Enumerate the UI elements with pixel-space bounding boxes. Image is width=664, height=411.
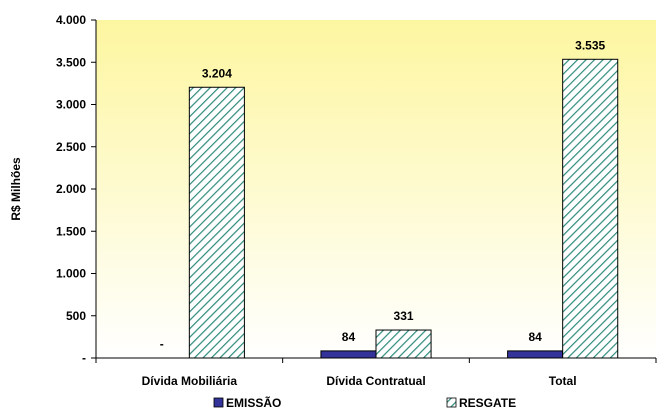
y-tick-label: 500	[66, 309, 86, 323]
data-label: 3.204	[202, 66, 232, 80]
data-labels-layer: - 3.204 84 331 84 3.535	[160, 38, 606, 351]
data-label: 84	[528, 330, 542, 344]
y-axis-ticks: - 500 1.000 1.500 2.000 2.500 3.000 3.500 4.000	[56, 13, 96, 365]
data-label: 331	[394, 309, 414, 323]
y-tick-label: 4.000	[56, 13, 86, 27]
x-tick-label: Dívida Contratual	[326, 374, 425, 388]
y-tick-label: -	[82, 351, 86, 365]
y-tick-label: 2.500	[56, 140, 86, 154]
bar-resgate	[562, 58, 619, 359]
x-tick-label: Dívida Mobiliária	[142, 374, 238, 388]
legend: EMISSÃO RESGATE	[213, 395, 516, 410]
y-tick-label: 1.500	[56, 224, 86, 238]
y-tick-label: 2.000	[56, 182, 86, 196]
x-axis-ticks: Dívida Mobiliária Dívida Contratual Total	[95, 358, 657, 388]
legend-label: EMISSÃO	[226, 395, 281, 410]
data-label: 3.535	[575, 38, 605, 52]
data-label: -	[160, 337, 164, 351]
bar-resgate	[375, 329, 432, 359]
y-tick-label: 3.000	[56, 98, 86, 112]
bar-emissao	[507, 350, 564, 359]
legend-label: RESGATE	[459, 396, 516, 410]
bar-resgate	[188, 86, 245, 359]
bar-emissao	[320, 350, 377, 359]
legend-swatch	[446, 397, 457, 408]
y-axis-label: R$ Milhões	[9, 157, 23, 221]
legend-swatch	[213, 397, 224, 408]
data-label: 84	[342, 330, 356, 344]
y-tick-label: 1.000	[56, 267, 86, 281]
y-tick-label: 3.500	[56, 55, 86, 69]
bars-layer	[188, 58, 619, 359]
x-tick-label: Total	[549, 374, 577, 388]
